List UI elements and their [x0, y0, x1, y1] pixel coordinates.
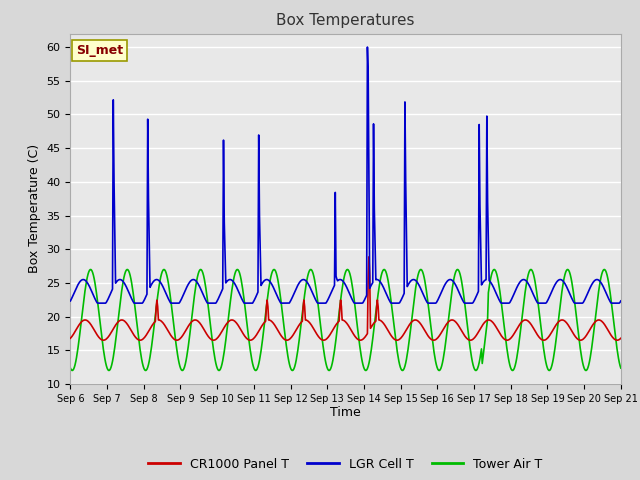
- Tower Air T: [270, 266, 278, 272]
- X-axis label: Time: Time: [330, 407, 361, 420]
- Text: SI_met: SI_met: [76, 44, 123, 57]
- CR1000 Panel T: [219, 327, 227, 333]
- LGR Cell T: [190, 276, 198, 282]
- LGR Cell T: [134, 300, 141, 306]
- LGR Cell T: [219, 286, 227, 292]
- Line: LGR Cell T: LGR Cell T: [70, 47, 621, 303]
- Tower Air T: [189, 305, 196, 311]
- Tower Air T: [218, 361, 226, 367]
- CR1000 Panel T: [173, 337, 180, 343]
- CR1000 Panel T: [77, 320, 84, 326]
- LGR Cell T: [617, 298, 625, 304]
- Tower Air T: [414, 273, 422, 278]
- CR1000 Panel T: [190, 317, 198, 323]
- CR1000 Panel T: [365, 254, 372, 260]
- LGR Cell T: [77, 278, 84, 284]
- Tower Air T: [430, 349, 438, 355]
- LGR Cell T: [94, 300, 102, 306]
- CR1000 Panel T: [430, 337, 438, 343]
- Tower Air T: [77, 326, 84, 332]
- LGR Cell T: [430, 300, 438, 306]
- Tower Air T: [289, 368, 296, 373]
- LGR Cell T: [364, 44, 371, 50]
- Tower Air T: [67, 365, 74, 371]
- Y-axis label: Box Temperature (C): Box Temperature (C): [28, 144, 41, 274]
- LGR Cell T: [67, 298, 74, 304]
- LGR Cell T: [414, 280, 422, 286]
- CR1000 Panel T: [67, 336, 74, 341]
- Tower Air T: [133, 322, 141, 328]
- Tower Air T: [617, 365, 625, 371]
- CR1000 Panel T: [617, 336, 625, 341]
- Legend: CR1000 Panel T, LGR Cell T, Tower Air T: CR1000 Panel T, LGR Cell T, Tower Air T: [143, 453, 548, 476]
- Title: Box Temperatures: Box Temperatures: [276, 13, 415, 28]
- Line: CR1000 Panel T: CR1000 Panel T: [70, 257, 621, 340]
- Line: Tower Air T: Tower Air T: [70, 269, 621, 371]
- CR1000 Panel T: [414, 318, 422, 324]
- CR1000 Panel T: [133, 336, 141, 342]
